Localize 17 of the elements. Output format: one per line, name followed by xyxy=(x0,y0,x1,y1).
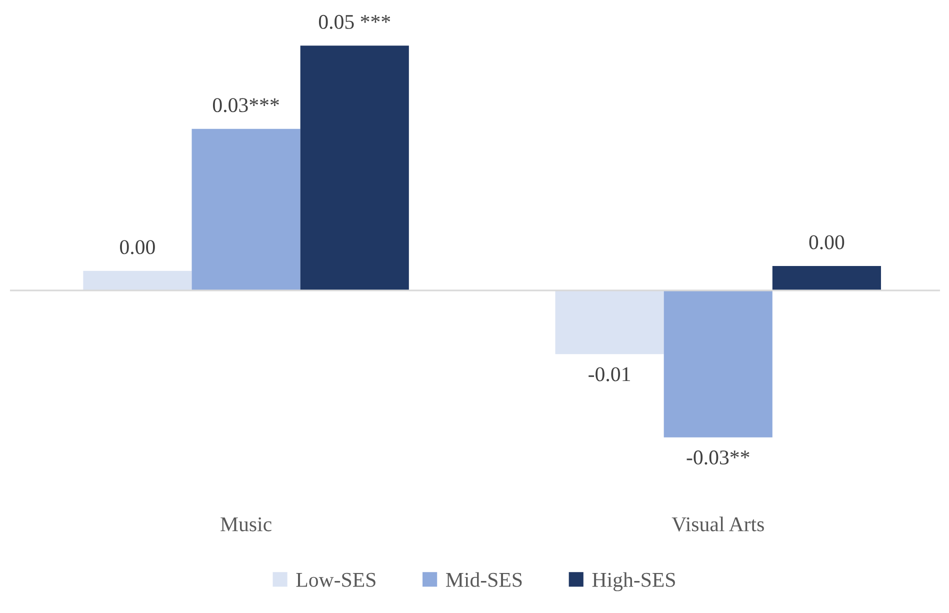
legend-label: High-SES xyxy=(592,572,675,592)
data-label: -0.01 xyxy=(588,367,630,382)
data-label: -0.03** xyxy=(686,450,750,465)
data-label: 0.03*** xyxy=(212,98,279,112)
bar xyxy=(83,270,192,290)
data-label: 0.05 *** xyxy=(318,14,390,30)
bar xyxy=(772,266,881,290)
x-tick-label: Visual Arts xyxy=(672,516,764,532)
bar xyxy=(555,290,664,354)
x-tick-label: Music xyxy=(220,517,272,532)
data-label: 0.00 xyxy=(120,240,155,254)
legend-label: Low-SES xyxy=(296,572,376,587)
bar xyxy=(300,46,409,290)
bar xyxy=(664,290,772,438)
legend-label: Mid-SES xyxy=(446,572,522,587)
bar xyxy=(192,128,300,290)
data-label: 0.00 xyxy=(809,235,844,250)
